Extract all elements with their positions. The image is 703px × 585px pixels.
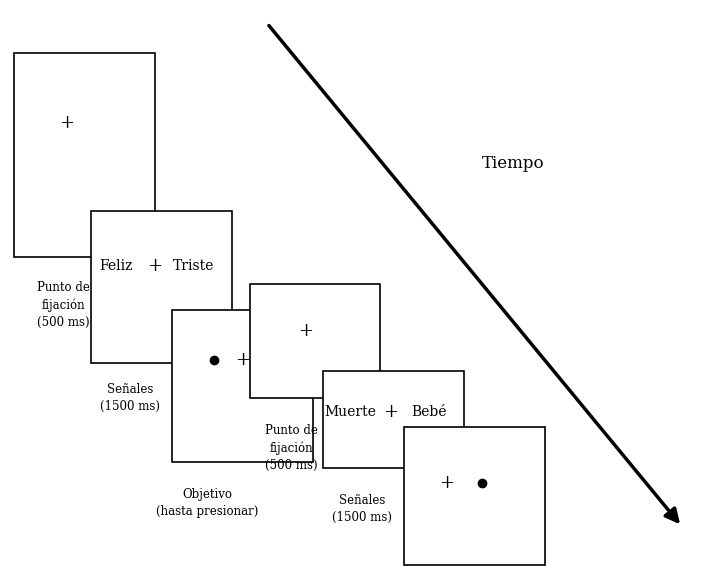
- Text: Señales
(1500 ms): Señales (1500 ms): [100, 383, 160, 413]
- Text: +: +: [439, 474, 454, 491]
- Text: Tiempo: Tiempo: [482, 155, 545, 173]
- Text: Feliz: Feliz: [99, 259, 133, 273]
- Text: +: +: [383, 404, 399, 421]
- Text: Objetivo
(hasta presionar): Objetivo (hasta presionar): [156, 488, 259, 518]
- Bar: [250, 284, 380, 398]
- Bar: [91, 211, 232, 363]
- Text: Bebé: Bebé: [411, 405, 446, 419]
- Text: +: +: [235, 351, 250, 369]
- Bar: [404, 427, 545, 565]
- Text: Triste: Triste: [173, 259, 214, 273]
- Text: Señales
(1500 ms): Señales (1500 ms): [332, 494, 392, 524]
- Bar: [323, 371, 464, 468]
- Bar: [14, 53, 155, 257]
- Text: +: +: [298, 322, 314, 339]
- Text: +: +: [59, 114, 75, 132]
- Text: Punto de
fijación
(500 ms): Punto de fijación (500 ms): [37, 281, 90, 329]
- Text: Muerte: Muerte: [324, 405, 376, 419]
- Text: +: +: [147, 257, 162, 275]
- Text: Punto de
fijación
(500 ms): Punto de fijación (500 ms): [265, 424, 318, 472]
- Bar: [172, 310, 313, 462]
